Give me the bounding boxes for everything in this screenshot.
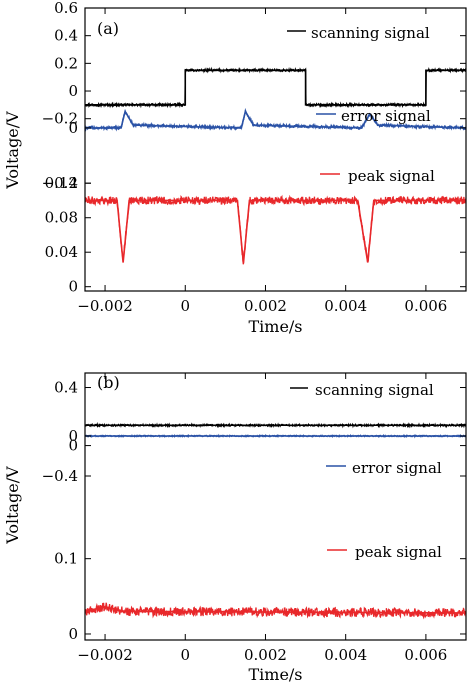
x-tick-label: 0.004 [324,297,367,315]
y-tick-label: −0.4 [42,467,78,485]
y-tick-label: −0.2 [42,110,78,128]
x-tick-label: 0.004 [324,646,367,664]
y-tick-label: 0 [68,278,78,296]
legend-label-error-signal: error signal [341,107,431,125]
y-tick-label: 0.4 [54,379,78,397]
y-tick-label: 0.4 [54,27,78,45]
y-tick-label: 0.04 [45,243,78,261]
series-shape-peak-signal [85,199,466,264]
x-tick-label: 0.006 [404,646,447,664]
panel-label: (b) [97,373,120,392]
plot-frame [84,7,467,292]
legend-label-peak-signal: peak signal [355,543,442,561]
legend-label-peak-signal: peak signal [348,167,435,185]
x-tick-label: 0 [180,646,190,664]
series-line-peak-signal [85,602,466,620]
legend-label-scanning-signal: scanning signal [315,381,434,399]
y-tick-label: 0 [68,82,78,100]
x-axis-title: Time/s [248,317,302,336]
y-tick-label: 0 [68,625,78,643]
x-tick-label: 0.006 [404,297,447,315]
panel-label: (a) [97,19,119,38]
x-tick-label: 0.002 [244,646,287,664]
y-tick-label: 0 [68,427,78,445]
legend-label-scanning-signal: scanning signal [311,24,430,42]
y-tick-label: 0.2 [54,54,78,72]
series-shape-scanning-signal [85,69,466,106]
legend-label-error-signal: error signal [352,459,442,477]
x-tick-label: −0.002 [77,646,133,664]
series-line-scanning-signal [85,66,466,109]
plot-frame [84,372,467,641]
series-shape-error-signal [85,109,466,129]
x-tick-label: 0.002 [244,297,287,315]
x-axis-title: Time/s [248,665,302,684]
series-line-peak-signal [85,194,466,265]
y-tick-label: 0.12 [45,174,78,192]
panel-b: 0.4 0 scanning signal −0.4 0 error signal 0.1 0… [3,372,467,684]
y-tick-label: 0 [68,437,78,455]
x-tick-label: −0.002 [77,297,133,315]
y-axis-title: Voltage/V [3,111,22,190]
y-tick-label: −0.4 [42,174,78,192]
y-tick-label: 0 [68,119,78,137]
x-tick-label: 0 [180,297,190,315]
y-tick-label: 0.1 [54,550,78,568]
y-tick-label: 0.08 [45,209,78,227]
series-shape-peak-signal [85,606,466,614]
y-tick-label: 0.6 [54,0,78,17]
y-axis-title: Voltage/V [3,466,22,545]
